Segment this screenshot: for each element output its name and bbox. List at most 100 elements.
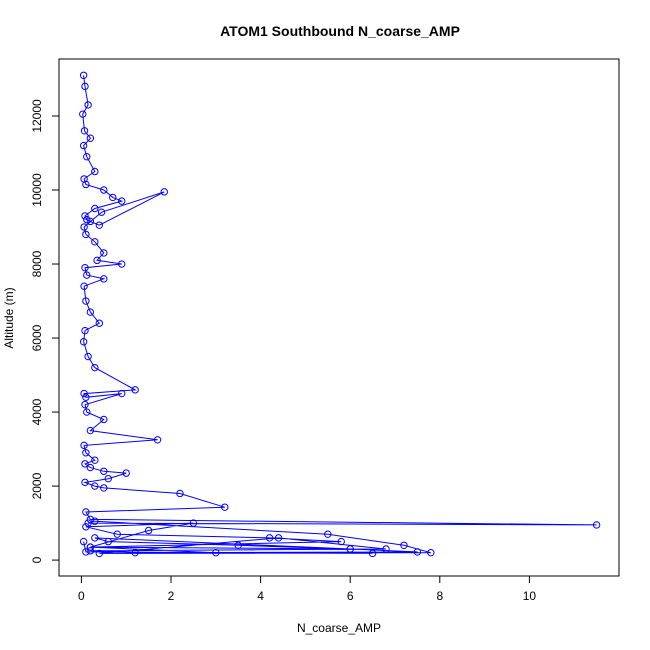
data-point <box>82 230 90 239</box>
data-point <box>131 548 139 557</box>
data-point <box>100 484 108 492</box>
data-point <box>82 449 90 457</box>
data-point <box>95 319 104 327</box>
data-point <box>86 515 95 524</box>
data-point <box>118 389 126 398</box>
data-point <box>91 534 99 542</box>
data-point <box>100 467 108 475</box>
data-point <box>368 549 377 558</box>
data-point <box>79 537 88 546</box>
data-point <box>84 101 92 109</box>
data-point <box>81 326 89 335</box>
data-point <box>100 249 108 257</box>
data-point <box>83 408 91 416</box>
y-tick-label: 4000 <box>30 398 44 425</box>
data-point <box>413 548 422 556</box>
data-point <box>91 517 99 525</box>
data-point <box>176 489 184 498</box>
data-point <box>86 217 95 226</box>
data-point <box>100 186 108 194</box>
data-point <box>80 282 88 290</box>
chart-title: ATOM1 Southbound N_coarse_AMP <box>220 23 460 39</box>
data-point <box>82 523 90 531</box>
x-tick-label: 6 <box>347 589 354 603</box>
y-tick-label: 8000 <box>30 250 44 277</box>
data-point <box>86 134 95 142</box>
y-tick-label: 12000 <box>30 99 44 133</box>
data-point <box>382 545 390 553</box>
data-point <box>83 271 91 279</box>
data-point <box>91 204 99 213</box>
data-point <box>144 526 153 535</box>
data-point <box>118 197 126 205</box>
y-tick-label: 10000 <box>30 173 44 207</box>
data-point <box>109 193 117 202</box>
data-point <box>160 188 168 196</box>
y-axis-label: Altitude (m) <box>2 287 16 348</box>
data-point <box>81 460 89 468</box>
data-point <box>80 389 88 398</box>
data-point <box>80 127 89 135</box>
data-point <box>100 415 108 424</box>
data-point <box>337 537 345 546</box>
plot-frame <box>58 58 620 577</box>
data-point <box>82 508 90 516</box>
data-point <box>104 474 112 483</box>
data-point <box>79 338 88 346</box>
data-point <box>104 537 112 546</box>
data-point <box>324 530 332 538</box>
data-point <box>81 212 89 220</box>
data-point <box>274 534 283 542</box>
data-point <box>122 469 130 477</box>
x-tick-label: 0 <box>78 589 85 603</box>
data-point <box>93 256 101 265</box>
data-point <box>86 308 95 316</box>
data-point <box>100 275 108 283</box>
data-point <box>81 400 89 409</box>
data-point <box>97 208 106 216</box>
data-point <box>118 260 126 268</box>
data-point <box>84 352 92 361</box>
data-point <box>79 141 88 150</box>
data-point <box>400 541 408 549</box>
x-tick-label: 2 <box>168 589 175 603</box>
data-point <box>95 549 104 558</box>
x-tick-label: 4 <box>257 589 264 603</box>
data-point <box>86 543 95 551</box>
data-point <box>82 180 90 189</box>
data-point <box>427 548 435 557</box>
data-point <box>81 478 89 487</box>
data-point <box>80 441 88 450</box>
data-point <box>91 167 99 176</box>
data-point <box>91 238 99 246</box>
data-point <box>82 297 90 305</box>
data-point <box>82 393 90 401</box>
x-tick-label: 10 <box>523 589 537 603</box>
data-point <box>91 482 99 490</box>
data-point <box>86 463 95 472</box>
data-point <box>189 519 198 527</box>
data-point <box>79 110 87 118</box>
data-point <box>346 545 354 553</box>
y-tick-label: 0 <box>30 556 44 563</box>
data-point <box>212 548 220 557</box>
data-point <box>95 221 104 229</box>
data-point <box>86 547 95 555</box>
y-axis: 0 2000 4000 6000 8000 10000 12000 <box>30 99 59 563</box>
data-point <box>592 521 601 529</box>
series-layer <box>79 71 601 558</box>
data-point <box>153 436 162 444</box>
x-axis: 0 2 4 6 8 10 <box>78 575 537 603</box>
x-axis-label: N_coarse_AMP <box>297 621 381 635</box>
data-point <box>113 530 121 538</box>
data-point <box>91 363 99 372</box>
data-point <box>221 503 229 511</box>
data-point <box>82 548 90 556</box>
data-point <box>234 541 242 549</box>
data-point <box>265 534 274 542</box>
data-point <box>84 519 92 527</box>
data-point <box>83 215 91 224</box>
data-point <box>91 456 99 464</box>
series-line <box>82 75 597 554</box>
